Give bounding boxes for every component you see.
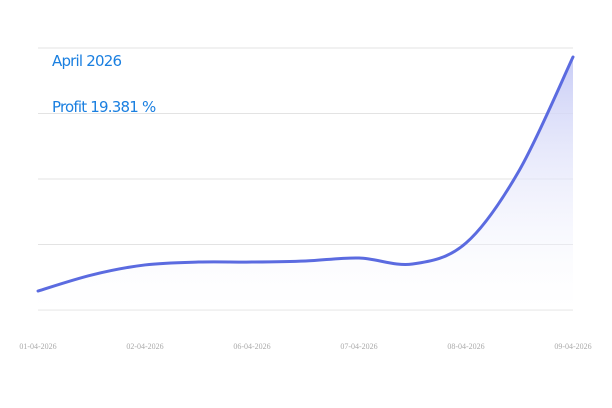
- x-tick-label: 07-04-2026: [340, 342, 377, 351]
- x-tick-label: 02-04-2026: [126, 342, 163, 351]
- chart-subtitle: Profit 19.381 %: [52, 98, 156, 116]
- x-tick-label: 01-04-2026: [19, 342, 56, 351]
- x-tick-label: 06-04-2026: [233, 342, 270, 351]
- x-tick-label: 09-04-2026: [554, 342, 591, 351]
- area: [38, 57, 573, 310]
- x-tick-label: 08-04-2026: [447, 342, 484, 351]
- line: [36, 55, 575, 293]
- chart-title: April 2026: [52, 52, 121, 70]
